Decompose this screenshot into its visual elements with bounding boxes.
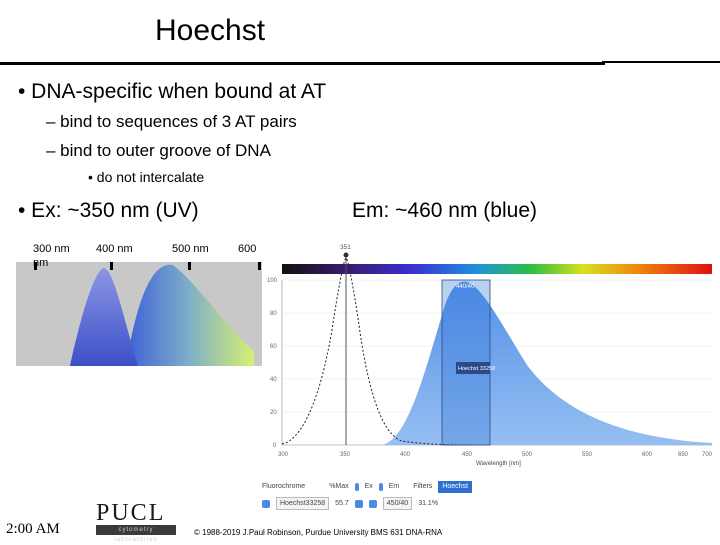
ex-checkbox-icon[interactable] <box>354 482 359 491</box>
fluor-name-field[interactable]: Hoechst33258 <box>276 497 330 510</box>
peak-label: 351 <box>340 244 351 251</box>
y-tick-0: 0 <box>273 443 277 449</box>
x-tick-300: 300 <box>278 452 289 458</box>
copyright-footer: © 1988-2019 J.Paul Robinson, Purdue Univ… <box>194 528 443 537</box>
logo-text: PUCL <box>96 500 166 526</box>
fluor-visible-checkbox-icon[interactable] <box>262 499 270 508</box>
x-axis-label: Wavelength [nm] <box>476 461 521 467</box>
title-rule-right <box>602 61 720 63</box>
fluor-tag: Hoechst 33258 <box>458 366 495 372</box>
filter-value-field[interactable]: 450/40 <box>382 497 413 510</box>
emission-text: Em: ~460 nm (blue) <box>352 199 538 222</box>
excitation-curve <box>70 268 138 366</box>
x-tick-600: 600 <box>642 452 653 458</box>
tick-500 <box>188 262 191 270</box>
bullet-dna-specific: • DNA-specific when bound at AT <box>18 80 327 103</box>
x-tick-400: 400 <box>400 452 411 458</box>
fluorochrome-panel: Fluorochrome %Max Ex Em Filters Hoechst … <box>262 478 472 520</box>
x-tick-350: 350 <box>340 452 351 458</box>
subbullet-sequences: – bind to sequences of 3 AT pairs <box>46 112 297 131</box>
tick-400 <box>110 262 113 270</box>
logo-subtext: cytometry laboratories <box>96 525 176 543</box>
left-spectrum-figure: 300 nm nm 400 nm 500 nm 600 <box>16 243 262 366</box>
tick-300 <box>34 262 37 270</box>
em-label: Em <box>388 483 400 490</box>
label-nm: nm <box>33 257 48 269</box>
max-value: 55.7 <box>335 500 349 507</box>
tick-600 <box>258 262 261 270</box>
y-tick-40: 40 <box>270 377 277 383</box>
emission-curve <box>382 281 712 445</box>
em-checkbox-icon[interactable] <box>378 482 383 491</box>
wavelength-color-bar <box>282 264 712 274</box>
x-tick-700: 700 <box>702 452 713 458</box>
peak-marker-dot <box>343 252 349 258</box>
label-400nm: 400 nm <box>96 243 133 255</box>
label-500nm: 500 nm <box>172 243 209 255</box>
filters-label: Filters <box>413 483 433 490</box>
filter-percent: 31.1% <box>418 500 439 507</box>
slide-time: 2:00 AM <box>6 521 60 537</box>
y-tick-80: 80 <box>270 311 277 317</box>
y-tick-60: 60 <box>270 344 277 350</box>
label-300nm: 300 nm <box>33 243 70 255</box>
max-label: %Max <box>329 483 349 490</box>
excitation-curve <box>281 257 473 446</box>
x-tick-450: 450 <box>462 452 473 458</box>
ex-label: Ex <box>364 483 373 490</box>
emission-curve <box>126 264 254 366</box>
fluor-select-button[interactable]: Hoechst <box>438 480 472 493</box>
y-tick-20: 20 <box>270 410 277 416</box>
x-tick-650: 650 <box>678 452 689 458</box>
title-rule <box>0 62 605 65</box>
subsubbullet-intercalate: • do not intercalate <box>88 169 205 185</box>
x-tick-550: 550 <box>582 452 593 458</box>
pucl-logo: PUCL cytometry laboratories <box>96 500 176 543</box>
fluorochrome-label: Fluorochrome <box>262 483 306 490</box>
fluor-tag-box <box>456 362 490 374</box>
row-em-checkbox-icon[interactable] <box>368 499 377 508</box>
subbullet-groove: – bind to outer groove of DNA <box>46 141 271 160</box>
x-tick-500: 500 <box>522 452 533 458</box>
y-tick-100: 100 <box>267 278 278 284</box>
row-ex-checkbox-icon[interactable] <box>354 499 363 508</box>
filter-label: 440/40 <box>456 284 475 290</box>
spectra-viewer-chart: 351 440/40 Hoechst 33258 100 80 60 40 20… <box>267 244 713 467</box>
label-600: 600 <box>238 243 256 255</box>
bullet-excitation: • Ex: ~350 nm (UV) <box>18 199 199 222</box>
slide-title: Hoechst <box>154 14 266 47</box>
